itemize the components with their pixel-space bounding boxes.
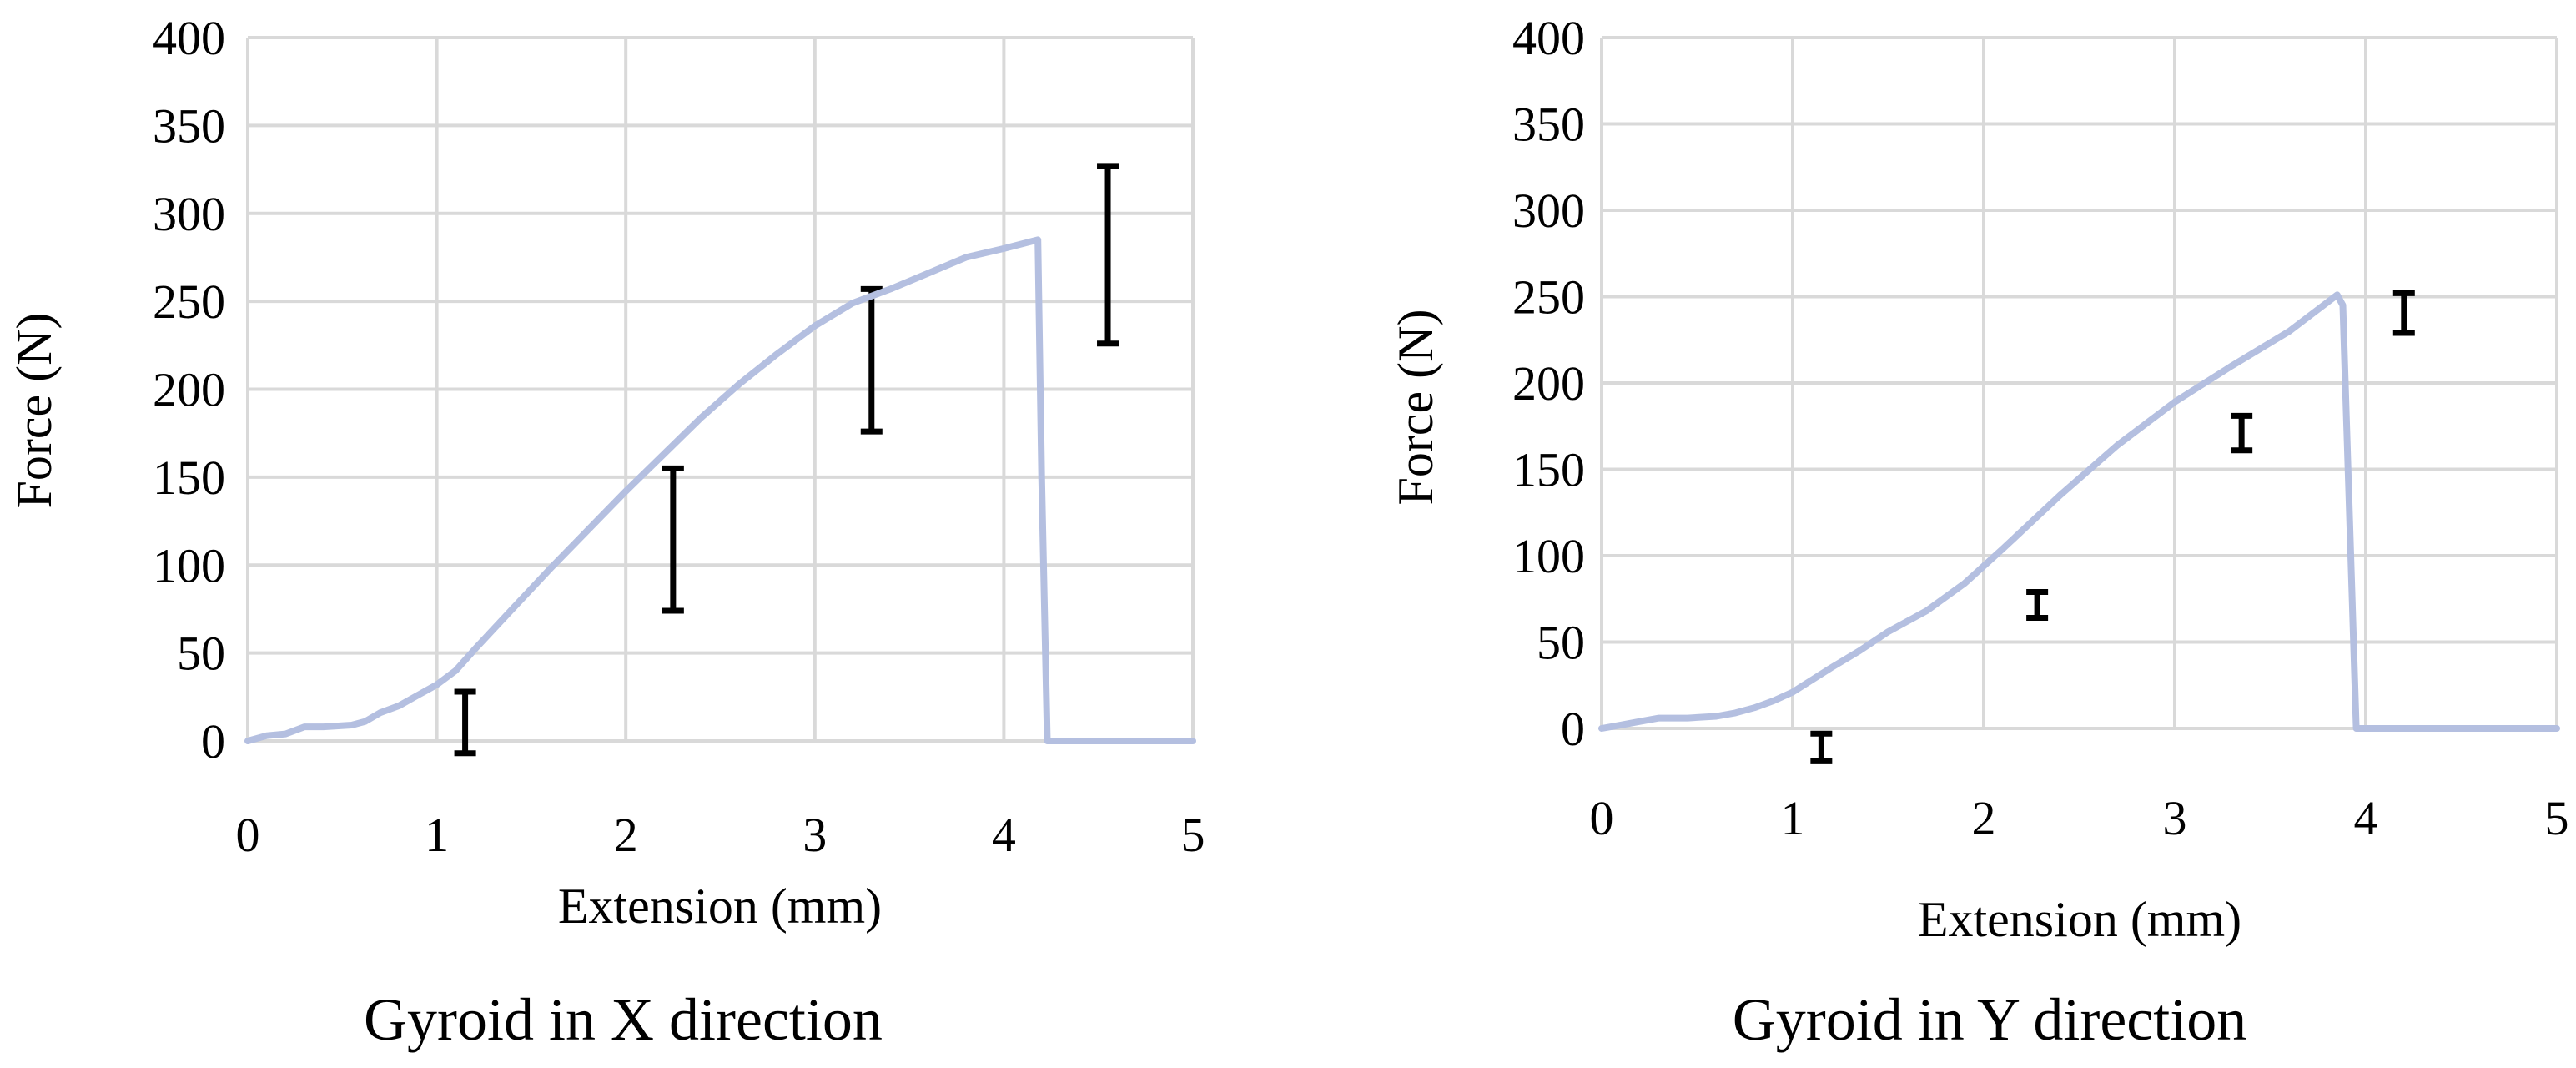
error-bar bbox=[2026, 588, 2049, 622]
error-bar bbox=[454, 688, 476, 757]
x-tick-label: 4 bbox=[2354, 791, 2378, 845]
y-tick-label: 150 bbox=[1512, 443, 1585, 497]
y-tick-label: 250 bbox=[153, 275, 225, 329]
x-tick-label: 3 bbox=[2163, 791, 2187, 845]
y-tick-label: 350 bbox=[1512, 98, 1585, 152]
y-tick-label: 0 bbox=[201, 714, 225, 768]
error-bar bbox=[860, 285, 883, 435]
chart-gyroid-y: 0 1 2 3 4 5 0 50 100 150 200 250 300 350 400 Extensio… bbox=[1388, 11, 2569, 1053]
y-tick-label: 50 bbox=[1537, 616, 1585, 670]
series-line bbox=[1598, 291, 2560, 732]
x-tick-labels: 0 1 2 3 4 5 bbox=[1590, 791, 2569, 845]
grid-lines bbox=[1600, 36, 2558, 730]
y-tick-label: 100 bbox=[153, 538, 225, 592]
y-tick-label: 100 bbox=[1512, 529, 1585, 583]
chart-caption: Gyroid in Y direction bbox=[1733, 986, 2247, 1053]
x-tick-label: 0 bbox=[1590, 791, 1614, 845]
error-bar bbox=[1810, 730, 1833, 764]
y-axis-title: Force (N) bbox=[1388, 310, 1443, 506]
x-tick-label: 4 bbox=[992, 808, 1016, 862]
x-tick-label: 5 bbox=[1181, 808, 1205, 862]
y-tick-label: 250 bbox=[1512, 270, 1585, 325]
y-tick-label: 400 bbox=[1512, 11, 1585, 65]
x-tick-label: 0 bbox=[236, 808, 260, 862]
y-tick-label: 300 bbox=[153, 187, 225, 241]
error-bar bbox=[2392, 290, 2415, 336]
y-tick-labels: 0 50 100 150 200 250 300 350 400 bbox=[1512, 11, 1585, 756]
x-tick-label: 3 bbox=[802, 808, 827, 862]
y-tick-label: 200 bbox=[153, 363, 225, 417]
x-tick-label: 5 bbox=[2545, 791, 2569, 845]
x-tick-label: 2 bbox=[614, 808, 638, 862]
series-lines bbox=[244, 236, 1196, 744]
y-axis-title: Force (N) bbox=[7, 313, 62, 509]
error-bar bbox=[662, 465, 684, 614]
series-line bbox=[244, 236, 1196, 744]
x-tick-label: 1 bbox=[425, 808, 449, 862]
chart-caption: Gyroid in X direction bbox=[364, 986, 883, 1053]
grid-lines bbox=[246, 36, 1195, 743]
error-bars bbox=[454, 163, 1119, 757]
y-tick-label: 50 bbox=[177, 627, 225, 681]
x-tick-label: 2 bbox=[1972, 791, 1996, 845]
error-bar bbox=[2231, 412, 2253, 454]
y-tick-labels: 0 50 100 150 200 250 300 350 400 bbox=[153, 11, 225, 768]
y-tick-label: 0 bbox=[1561, 702, 1585, 756]
error-bar bbox=[1097, 163, 1119, 347]
x-tick-labels: 0 1 2 3 4 5 bbox=[236, 808, 1205, 862]
chart-gyroid-x: 0 1 2 3 4 5 0 50 100 150 200 250 300 350 400 Extensio… bbox=[7, 11, 1205, 1053]
y-tick-label: 200 bbox=[1512, 356, 1585, 411]
x-axis-title: Extension (mm) bbox=[1918, 892, 2241, 947]
y-tick-label: 300 bbox=[1512, 184, 1585, 238]
x-axis-title: Extension (mm) bbox=[558, 879, 882, 934]
x-tick-label: 1 bbox=[1781, 791, 1805, 845]
error-bars bbox=[1810, 290, 2415, 764]
series-lines bbox=[1598, 291, 2560, 732]
y-tick-label: 400 bbox=[153, 11, 225, 65]
y-tick-label: 350 bbox=[153, 98, 225, 153]
y-tick-label: 150 bbox=[153, 451, 225, 505]
